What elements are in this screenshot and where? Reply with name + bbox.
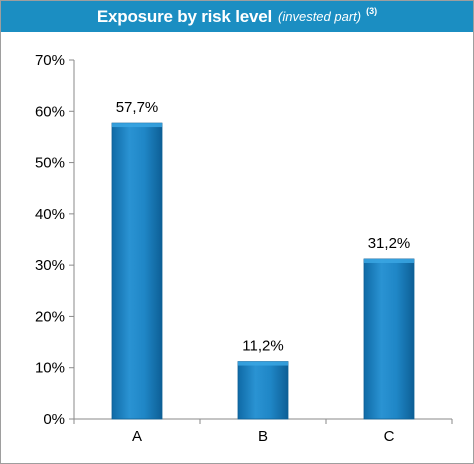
bar-cap-A bbox=[112, 123, 162, 128]
y-tick-label: 0% bbox=[43, 411, 65, 428]
y-tick-label: 40% bbox=[35, 206, 65, 223]
data-label-B: 11,2% bbox=[242, 338, 283, 355]
data-label-C: 31,2% bbox=[368, 235, 411, 252]
chart-subtitle: (invested part) bbox=[278, 9, 362, 24]
y-tick-label: 70% bbox=[35, 52, 65, 69]
chart-labels: 57,7% A 11,2% B 31,2% C bbox=[116, 99, 411, 445]
footnote-marker: (3) bbox=[366, 5, 378, 16]
chart-bars bbox=[111, 122, 415, 420]
bar-A bbox=[111, 122, 163, 420]
chart-title: Exposure by risk level bbox=[96, 6, 273, 26]
y-tick-label: 10% bbox=[35, 360, 65, 377]
bar-cap-C bbox=[364, 258, 414, 263]
chart-header: Exposure by risk level (invested part) (… bbox=[1, 1, 473, 32]
bar-B bbox=[237, 361, 289, 420]
x-tick-label-A: A bbox=[132, 428, 142, 445]
data-label-A: 57,7% bbox=[116, 99, 159, 116]
bar-cap-B bbox=[238, 361, 288, 366]
y-tick-label: 30% bbox=[35, 257, 65, 274]
y-tick-label: 20% bbox=[35, 308, 65, 325]
y-tick-label: 50% bbox=[35, 155, 65, 172]
y-tick-label: 60% bbox=[35, 103, 65, 120]
bar-C bbox=[363, 258, 415, 420]
x-tick-label-B: B bbox=[258, 428, 268, 445]
x-tick-label-C: C bbox=[384, 428, 395, 445]
